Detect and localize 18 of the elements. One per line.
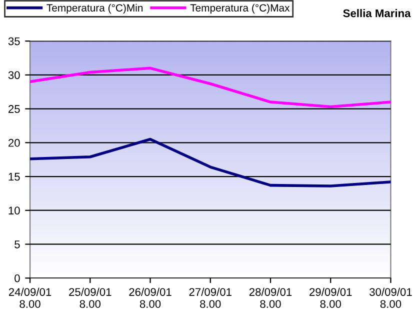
x-tick-label: 29/09/01 8.00	[310, 288, 352, 308]
chart-title: Sellia Marina	[343, 9, 411, 18]
y-tick-label: 30	[8, 71, 20, 80]
y-tick-label: 15	[8, 172, 20, 181]
x-tick-label: 24/09/01 8.00	[8, 288, 52, 308]
y-tick-label: 35	[8, 37, 20, 46]
legend-label: Temperatura (°C)Min	[46, 4, 143, 14]
x-tick-label: 26/09/01 8.00	[129, 288, 172, 308]
x-tick-label: 25/09/01 8.00	[69, 288, 112, 308]
y-tick-label: 10	[8, 206, 20, 214]
y-tick-label: 20	[8, 138, 20, 147]
y-tick-label: 25	[8, 105, 20, 113]
legend-label: Temperatura (°C)Max	[190, 4, 290, 14]
x-tick-label: 30/09/01 8.00	[370, 288, 412, 308]
x-tick-label: 28/09/01 8.00	[249, 288, 292, 308]
y-tick-label: 0	[14, 274, 20, 282]
x-tick-label: 27/09/01 8.00	[189, 288, 232, 308]
y-tick-label: 5	[14, 240, 20, 248]
